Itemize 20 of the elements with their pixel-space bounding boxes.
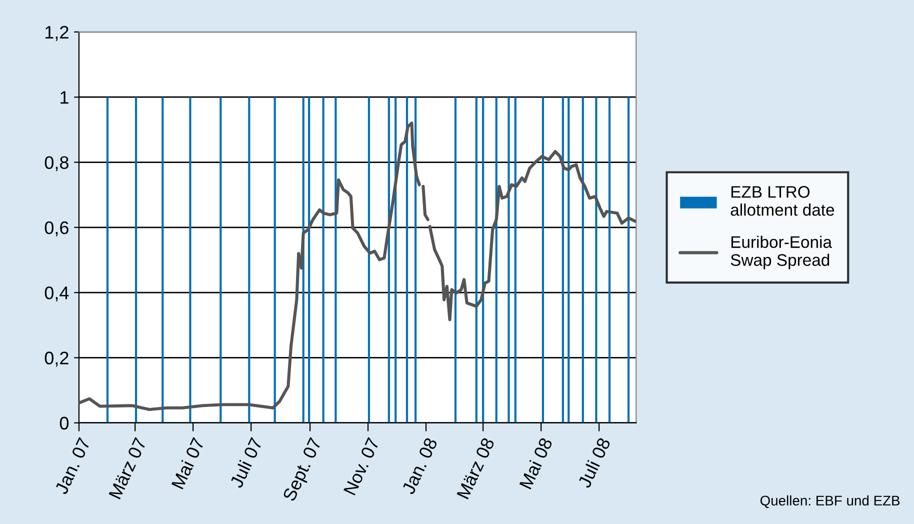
x-tick-label: Jan. 08 <box>402 436 438 496</box>
x-tick-label: Mai 07 <box>170 436 205 490</box>
legend-label: EZB LTRO allotment date <box>730 186 834 216</box>
x-tick-label: Jan. 07 <box>54 437 91 496</box>
y-tick-label: 1 <box>60 91 68 104</box>
x-tick-label: Juli 07 <box>229 436 263 489</box>
y-tick-label: 0 <box>60 416 69 430</box>
x-tick-label: Mai 08 <box>518 436 553 490</box>
x-tick-label: März 08 <box>456 436 495 500</box>
x-tick-label: Sept. 07 <box>282 437 325 504</box>
y-tick-label: 1,2 <box>46 26 68 41</box>
x-tick-label: März 07 <box>108 437 147 500</box>
legend-label: Euribor-Eonia Swap Spread <box>730 236 832 270</box>
y-tick-label: 0,8 <box>44 156 68 172</box>
y-tick-label: 0,6 <box>44 221 68 236</box>
x-tick-label: Juli 08 <box>577 436 611 489</box>
y-tick-label: 0,4 <box>44 286 69 302</box>
source-note: Quellen: EBF und EZB <box>760 495 900 508</box>
y-tick-label: 0,2 <box>44 352 68 367</box>
x-tick-label: Nov. 07 <box>343 437 380 496</box>
